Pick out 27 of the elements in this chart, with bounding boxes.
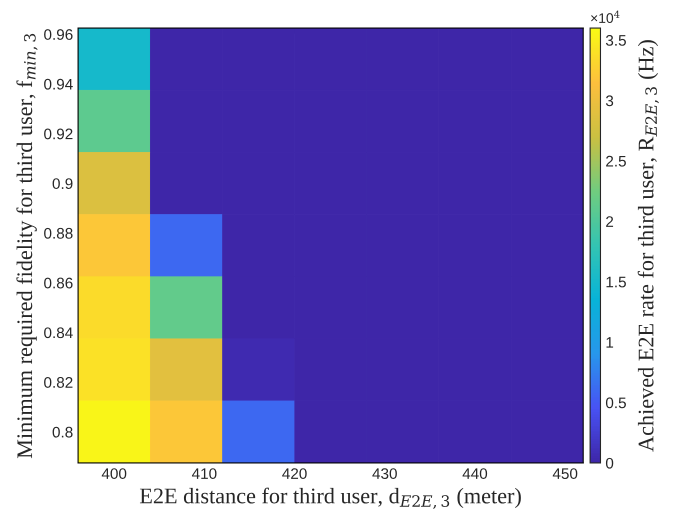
color-bar-label: 1: [606, 337, 614, 348]
color-bar-title: Achieved E2E rate for third user, R$_{E2E,3}$ (Hz): [638, 40, 659, 452]
color-bar-label: 0: [606, 458, 614, 469]
color-bar-label: 0.5: [606, 397, 626, 408]
color-bar-label: 2: [606, 216, 614, 227]
color-bar-label: 3: [606, 95, 614, 106]
y-tick-label: 0.96: [44, 29, 73, 40]
y-tick-label: 0.84: [44, 327, 73, 338]
x-tick-label: 430: [372, 468, 397, 480]
y-axis-title: Minimum required fidelity for third user, f$_{min,3}$: [16, 34, 38, 458]
y-tick-label: 0.82: [44, 377, 72, 388]
x-tick-label: 400: [102, 468, 126, 480]
y-tick-label: 0.92: [44, 128, 72, 140]
y-tick-label: 0.86: [44, 278, 73, 288]
color-bar-label: 3.5: [606, 34, 626, 46]
x-tick-label: 410: [192, 468, 217, 480]
y-tick-label: 0.88: [44, 228, 73, 239]
x-tick-label: 420: [282, 468, 307, 480]
text: ×10$^{4}$: [591, 10, 620, 24]
x-axis-title: E2E distance for third user, d$_{E2E,3}$ (meter): [140, 488, 521, 509]
x-tick-label: 440: [462, 468, 488, 480]
y-tick-label: 0.8: [52, 426, 73, 438]
y-tick-label: 0.94: [44, 78, 73, 90]
color-bar-label: 2.5: [606, 156, 626, 167]
y-tick-label: 0.9: [52, 178, 72, 190]
x-tick-label: 450: [552, 468, 578, 480]
color-bar-label: 1.5: [606, 276, 626, 288]
